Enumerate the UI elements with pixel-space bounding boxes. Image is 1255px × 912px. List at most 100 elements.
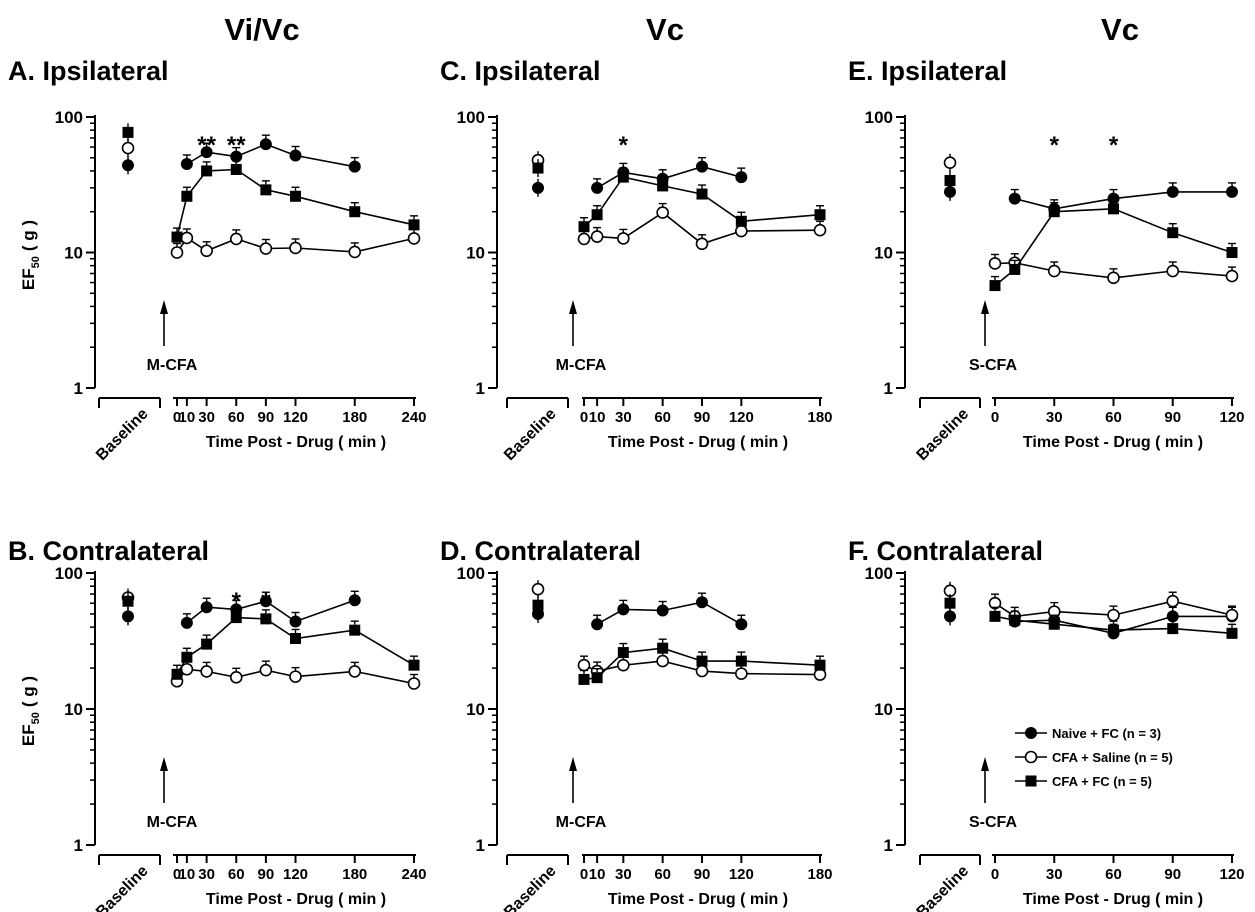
data-point (230, 163, 242, 175)
x-tick-label: 30 (1046, 866, 1063, 883)
data-point (1166, 594, 1180, 608)
arrow-head (981, 757, 989, 771)
arrow-label: M-CFA (147, 357, 198, 374)
y-tick-label: 10 (874, 244, 893, 263)
y-axis-label-main: EF (19, 268, 38, 290)
y-tick-label: 1 (884, 836, 893, 855)
x-tick-label: 30 (198, 409, 215, 426)
data-point (408, 219, 420, 231)
data-point (1107, 608, 1120, 622)
y-tick-label: 1 (476, 379, 485, 398)
x-tick-label: 30 (615, 866, 632, 883)
y-tick-label: 100 (55, 108, 83, 127)
data-point (657, 642, 669, 654)
data-point (259, 663, 273, 677)
data-point (407, 232, 421, 245)
x-axis-label: Time Post - Drug ( min ) (1023, 434, 1203, 451)
baseline-point (943, 156, 957, 169)
baseline-label: Baseline (93, 862, 152, 912)
x-tick-label: 180 (807, 866, 832, 883)
data-point (696, 655, 708, 667)
x-tick-label: 30 (615, 409, 632, 426)
series-open-circle (943, 153, 1239, 285)
y-tick-label: 10 (64, 700, 83, 719)
x-tick-label: 120 (283, 409, 308, 426)
series-filled-circle (532, 592, 748, 631)
data-point (656, 206, 669, 219)
series-line (1014, 191, 1232, 210)
series-open-circle (121, 588, 421, 690)
data-point (578, 221, 590, 233)
data-point (200, 665, 213, 678)
data-point (171, 668, 183, 680)
x-tick-label: 90 (258, 866, 275, 883)
baseline-label: Baseline (914, 862, 973, 912)
series-filled-circle (122, 134, 361, 175)
data-point (348, 665, 362, 678)
data-point (1225, 269, 1239, 283)
x-tick-label: 0 (991, 409, 999, 426)
data-point (1009, 263, 1021, 275)
data-point (617, 647, 629, 659)
data-point (289, 670, 302, 683)
data-point (201, 638, 213, 650)
significance-marker: * (232, 588, 242, 615)
series-open-circle (121, 139, 421, 259)
y-axis-label-unit: ( g ) (19, 220, 38, 251)
arrow-label: M-CFA (147, 814, 198, 831)
data-point (1048, 618, 1060, 630)
arrow-head (569, 757, 577, 771)
x-tick-label: 180 (342, 866, 367, 883)
y-axis-label: EF50 ( g ) (19, 220, 42, 290)
legend-label: CFA + FC (n = 5) (1052, 774, 1152, 789)
data-point (289, 241, 302, 255)
x-axis-label: Time Post - Drug ( min ) (206, 891, 386, 908)
data-point (656, 654, 669, 668)
data-point (180, 157, 193, 170)
data-point (696, 596, 708, 609)
arrow-label: M-CFA (556, 357, 607, 374)
data-point (590, 230, 604, 243)
data-point (735, 215, 747, 227)
data-point (1226, 247, 1238, 258)
series-filled-square (532, 596, 826, 685)
y-tick-label: 100 (55, 564, 83, 583)
x-tick-label: 120 (283, 866, 308, 883)
data-point (180, 616, 193, 629)
baseline-label: Baseline (93, 405, 152, 464)
data-point (735, 618, 748, 631)
legend-marker (1025, 727, 1037, 739)
y-axis-label-sub: 50 (30, 712, 42, 724)
series-filled-circle (944, 606, 1238, 640)
data-point (657, 180, 669, 192)
data-point (1166, 264, 1180, 278)
legend-marker (1025, 775, 1037, 787)
baseline-point (532, 162, 544, 174)
significance-marker: ** (227, 132, 246, 159)
series-line (176, 168, 415, 238)
arrow-label: M-CFA (556, 814, 607, 831)
significance-marker: * (1050, 132, 1060, 159)
series-open-circle (531, 151, 827, 251)
legend-marker (1024, 750, 1038, 764)
panel-title: E. Ipsilateral (848, 56, 1007, 86)
data-point (349, 624, 361, 636)
data-point (348, 245, 362, 259)
x-tick-label: 60 (1105, 409, 1122, 426)
x-tick-label: 60 (228, 409, 245, 426)
y-tick-label: 100 (457, 108, 485, 127)
x-tick-label: 90 (694, 409, 711, 426)
legend-item: CFA + Saline (n = 5) (1015, 750, 1173, 765)
legend: Naive + FC (n = 3) CFA + Saline (n = 5) CF… (1015, 726, 1173, 789)
data-point (813, 223, 827, 237)
data-point (200, 601, 213, 614)
arrow-label: S-CFA (969, 357, 1017, 374)
data-point (260, 184, 272, 196)
data-point (180, 231, 194, 245)
legend-label: CFA + Saline (n = 5) (1052, 750, 1173, 765)
y-tick-label: 100 (865, 564, 893, 583)
x-tick-label: 240 (401, 866, 426, 883)
y-axis-label-sub: 50 (30, 256, 42, 268)
column-title-1: Vi/Vc (224, 12, 299, 47)
